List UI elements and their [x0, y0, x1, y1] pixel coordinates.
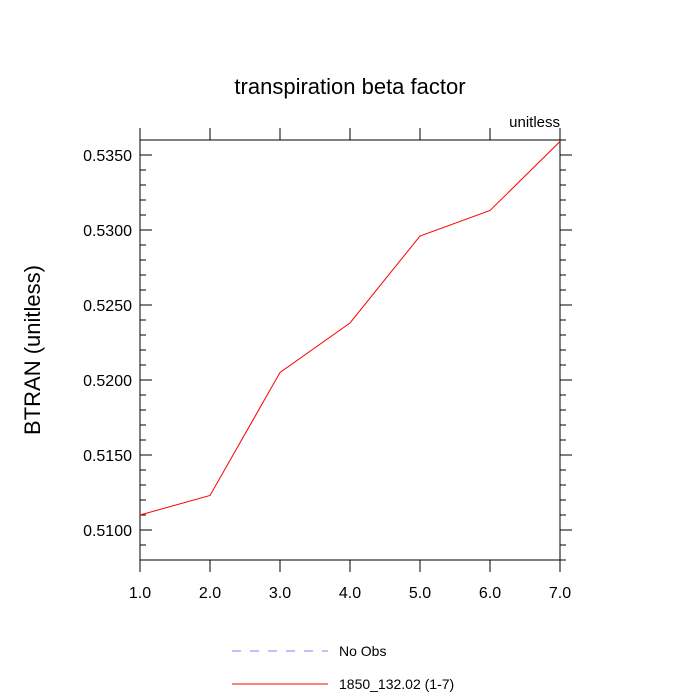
x-tick-label: 7.0 [549, 585, 571, 602]
legend-label: 1850_132.02 (1-7) [339, 676, 454, 692]
x-tick-label: 2.0 [199, 585, 221, 602]
y-tick-label: 0.5250 [83, 298, 132, 315]
y-tick-label: 0.5300 [83, 223, 132, 240]
legend-label: No Obs [339, 643, 386, 659]
series-line [139, 141, 561, 516]
x-tick-label: 6.0 [479, 585, 501, 602]
axis-ticks [139, 128, 572, 572]
y-tick-label: 0.5100 [83, 523, 132, 540]
y-axis-label: BTRAN (unitless) [20, 265, 45, 435]
y-tick-label: 0.5150 [83, 448, 132, 465]
y-tick-label: 0.5200 [83, 373, 132, 390]
x-tick-label: 5.0 [409, 585, 431, 602]
units-label: unitless [509, 114, 560, 131]
legend: No Obs 1850_132.02 (1-7) [232, 643, 454, 692]
data-series [139, 141, 561, 516]
y-tick-label: 0.5350 [83, 148, 132, 165]
chart-title: transpiration beta factor [234, 74, 465, 99]
x-tick-label: 1.0 [129, 585, 151, 602]
tick-labels: 1.0 2.0 3.0 4.0 5.0 6.0 7.0 0.5100 0.5150 0.5200 0… [83, 148, 571, 602]
x-tick-label: 4.0 [339, 585, 361, 602]
x-tick-label: 3.0 [269, 585, 291, 602]
